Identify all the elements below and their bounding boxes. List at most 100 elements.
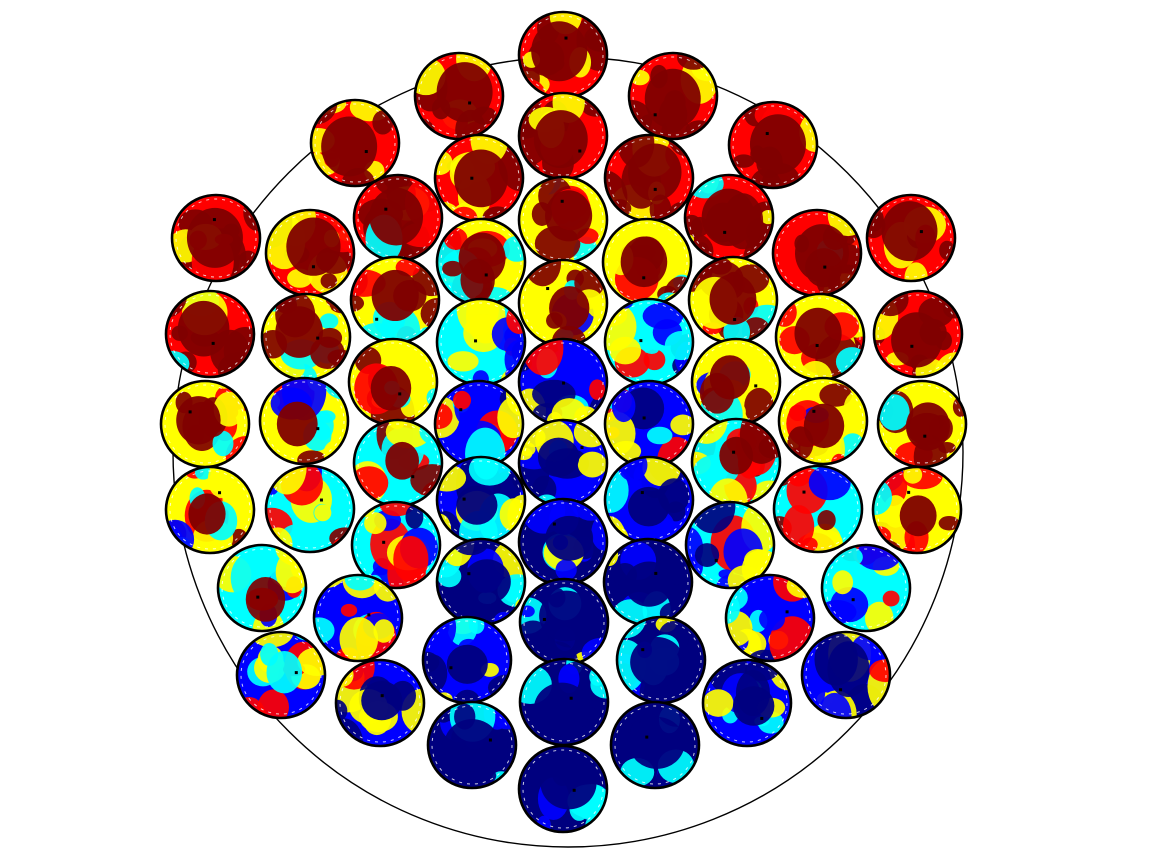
- electrode-marker: [851, 598, 855, 602]
- map-texture: [522, 260, 607, 346]
- map-contour: [782, 381, 864, 461]
- map-outline: [350, 500, 442, 590]
- electrode-marker: [542, 617, 546, 621]
- electrode-marker: [382, 540, 386, 544]
- map-blob: [317, 327, 343, 348]
- map-contour: [695, 342, 777, 422]
- map-outline: [164, 465, 256, 555]
- map-outline: [772, 464, 864, 554]
- map-contour: [523, 662, 605, 742]
- map-blob: [611, 390, 636, 423]
- map-blob: [718, 722, 756, 746]
- electrode-marker: [468, 101, 472, 105]
- map-blob: [759, 607, 785, 631]
- map-core: [899, 495, 937, 537]
- map-contour: [221, 548, 303, 628]
- map-outline: [627, 51, 719, 141]
- electrode-marker: [562, 381, 566, 385]
- map-core: [537, 437, 580, 477]
- electrode-marker: [654, 571, 658, 575]
- map-outline: [216, 543, 308, 633]
- map-core: [881, 201, 938, 262]
- map-core: [545, 190, 593, 242]
- map-contour: [357, 423, 439, 503]
- map-core: [549, 286, 590, 331]
- map-blob: [835, 347, 864, 377]
- electrode-marker: [375, 317, 379, 321]
- map-core: [369, 187, 424, 246]
- map-blob: [817, 692, 852, 718]
- map-blob: [314, 504, 332, 522]
- electrode-marker: [488, 738, 492, 742]
- electrode-marker: [212, 218, 216, 222]
- electrode-map: [159, 379, 251, 469]
- electrode-map: [426, 700, 518, 790]
- map-core: [176, 396, 221, 445]
- map-contour: [354, 260, 436, 340]
- map-blob: [522, 339, 564, 376]
- map-outline: [800, 630, 892, 720]
- electrode-map: [517, 258, 609, 348]
- map-blob: [314, 575, 345, 589]
- map-blob: [393, 535, 429, 583]
- electrode-marker: [546, 287, 550, 291]
- map-blob: [819, 383, 853, 407]
- electrode-marker: [552, 522, 556, 526]
- electrode-map: [603, 455, 695, 545]
- map-blob: [166, 291, 188, 318]
- electrode-marker: [398, 392, 402, 396]
- map-core: [701, 188, 756, 247]
- map-blob: [311, 100, 338, 125]
- map-core: [891, 312, 943, 368]
- electrode-marker: [640, 491, 644, 495]
- map-blob: [442, 260, 464, 277]
- electrode-map: [727, 100, 819, 190]
- map-core: [286, 217, 341, 276]
- map-core: [446, 644, 488, 684]
- map-blob: [584, 28, 607, 53]
- electrode-marker: [733, 318, 737, 322]
- map-blob: [410, 464, 442, 497]
- electrode-marker: [316, 427, 320, 431]
- map-contour: [688, 178, 770, 258]
- map-blob: [373, 619, 395, 643]
- electrode-marker: [839, 688, 843, 692]
- electrode-map: [876, 379, 968, 469]
- map-texture: [352, 502, 438, 588]
- electrode-marker: [462, 497, 466, 501]
- map-contour: [689, 505, 771, 585]
- map-blob: [372, 110, 394, 135]
- map-core: [463, 559, 511, 605]
- electrode-map: [164, 289, 256, 379]
- map-contour: [732, 105, 814, 185]
- electrode-map: [349, 255, 441, 345]
- electrode-marker: [754, 384, 758, 388]
- map-core: [644, 68, 701, 129]
- electrode-marker: [760, 716, 764, 720]
- electrode-marker: [459, 408, 463, 412]
- map-contour: [339, 663, 421, 743]
- map-core: [719, 436, 754, 475]
- map-blob: [504, 339, 525, 380]
- map-outline: [684, 500, 776, 590]
- map-contour: [164, 384, 246, 464]
- map-contour: [431, 705, 513, 785]
- electrode-map: [517, 744, 609, 834]
- map-blob: [468, 617, 485, 634]
- map-contour: [269, 213, 351, 293]
- map-blob: [830, 586, 869, 623]
- electrode-map: [777, 376, 869, 466]
- map-outline: [309, 98, 401, 188]
- map-blob: [314, 617, 335, 644]
- map-outline: [865, 193, 957, 283]
- electrode-map: [820, 543, 912, 633]
- electrode-marker: [474, 339, 478, 343]
- map-contour: [608, 302, 690, 382]
- map-core: [188, 493, 226, 535]
- map-core: [456, 485, 498, 525]
- map-blob: [643, 349, 666, 371]
- electrode-marker: [815, 344, 819, 348]
- map-blob: [747, 343, 773, 371]
- map-texture: [520, 659, 608, 745]
